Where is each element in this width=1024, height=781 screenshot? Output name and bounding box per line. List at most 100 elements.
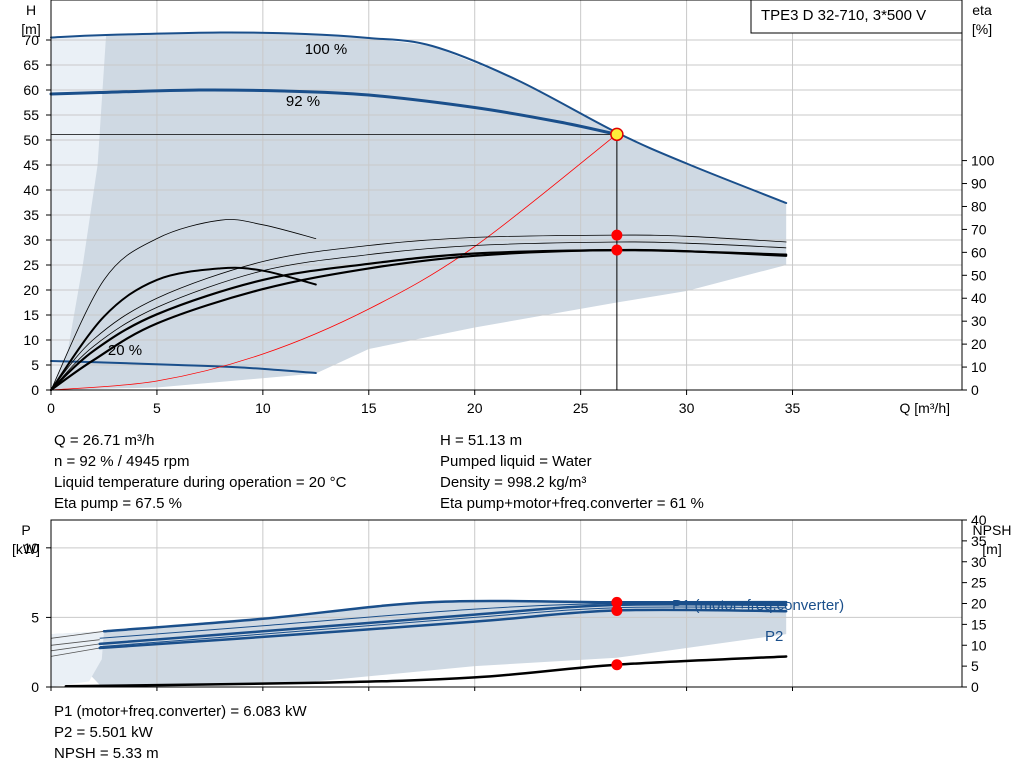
info-flow: Q = 26.71 m³/h <box>54 432 155 449</box>
flow-axis-title: Q [m³/h] <box>899 400 950 416</box>
y-tick-label: 35 <box>23 207 39 223</box>
npsh-tick-label: 5 <box>971 658 979 674</box>
npsh-point <box>611 659 623 671</box>
info-eta-total: Eta pump+motor+freq.converter = 61 % <box>440 495 704 512</box>
eta-tick-label: 20 <box>971 336 987 352</box>
y-tick-label: 45 <box>23 157 39 173</box>
head-axis-title-line2: [m] <box>21 21 40 37</box>
x-tick-label: 20 <box>467 400 483 416</box>
head-curve <box>50 360 317 374</box>
power-curve-thin <box>99 602 787 639</box>
eta-pump-point <box>611 229 623 241</box>
npsh-tick-label: 0 <box>971 679 979 695</box>
p1-curve <box>102 599 788 633</box>
npsh-axis-title-line1: NPSH <box>973 522 1012 538</box>
y-tick-label: 5 <box>31 357 39 373</box>
power-chart: 0 5 10 0 5 10 15 20 25 30 35 40 P [kW] NPSH [m] P1 … <box>12 512 1011 695</box>
eta-tick-label: 0 <box>971 382 979 398</box>
eta-tick-label: 60 <box>971 244 987 260</box>
p2-point <box>611 604 623 616</box>
y-tick-label: 40 <box>23 182 39 198</box>
efficiency-curve <box>50 219 317 391</box>
npsh-tick-label: 20 <box>971 596 987 612</box>
npsh-axis-title-line2: [m] <box>982 541 1001 557</box>
low-flow-region <box>51 35 107 390</box>
eta-tick-label: 80 <box>971 198 987 214</box>
y-tick-label: 20 <box>23 282 39 298</box>
power-y-tick-label: 0 <box>31 679 39 695</box>
x-tick-label: 0 <box>47 400 55 416</box>
y-tick-label: 55 <box>23 107 39 123</box>
info-eta-pump: Eta pump = 67.5 % <box>54 495 182 512</box>
eta-axis-title-line1: eta <box>972 2 992 18</box>
efficiency-curve <box>50 241 787 391</box>
eta-tick-label: 40 <box>971 290 987 306</box>
info-p1: P1 (motor+freq.converter) = 6.083 kW <box>54 703 307 720</box>
info-head: H = 51.13 m <box>440 432 523 449</box>
duty-point <box>610 127 624 142</box>
curve-label-100: 100 % <box>305 41 348 58</box>
y-tick-label: 65 <box>23 57 39 73</box>
head-chart: 0 5 10 15 20 25 30 35 0 5 10 15 20 25 30 35 40 45 50 55 60 65… <box>21 0 995 416</box>
y-tick-label: 15 <box>23 307 39 323</box>
info-liquid-temperature: Liquid temperature during operation = 20… <box>54 474 347 491</box>
eta-tick-label: 10 <box>971 359 987 375</box>
efficiency-curve <box>50 234 787 391</box>
y-tick-label: 70 <box>23 32 39 48</box>
power-curve-thin <box>99 606 787 648</box>
y-tick-label: 10 <box>23 332 39 348</box>
info-pumped-liquid: Pumped liquid = Water <box>440 453 592 470</box>
head-chart-frame <box>50 0 963 391</box>
npsh-curve <box>64 655 788 688</box>
power-extension-line <box>50 639 100 646</box>
npsh-tick-label: 25 <box>971 575 987 591</box>
chart-title-box <box>750 0 963 34</box>
power-axis-title-line2: [kW] <box>12 541 40 557</box>
info-npsh: NPSH = 5.33 m <box>54 745 159 762</box>
x-tick-label: 5 <box>153 400 161 416</box>
eta-axis-title-line2: [%] <box>972 21 992 37</box>
npsh-tick-label: 35 <box>971 533 987 549</box>
power-axis-title-line1: P <box>21 522 30 538</box>
x-tick-label: 15 <box>361 400 377 416</box>
eta-tick-label: 30 <box>971 313 987 329</box>
power-region <box>51 602 787 687</box>
p2-curve-label: P2 <box>765 628 783 645</box>
power-extension-line <box>50 647 100 657</box>
npsh-tick-label: 30 <box>971 554 987 570</box>
x-tick-label: 35 <box>785 400 801 416</box>
p2-curve <box>98 608 788 650</box>
info-density: Density = 998.2 kg/m³ <box>440 474 587 491</box>
p2-curve <box>98 602 788 646</box>
power-y-tick-label: 10 <box>23 540 39 556</box>
system-curve <box>50 133 618 391</box>
y-tick-label: 25 <box>23 257 39 273</box>
head-curve <box>49 88 619 136</box>
eta-tick-label: 70 <box>971 221 987 237</box>
eta-tick-label: 90 <box>971 176 987 192</box>
chart-title: TPE3 D 32-710, 3*500 V <box>761 7 926 24</box>
eta-total-point <box>611 244 623 256</box>
p1-point <box>611 596 623 608</box>
curve-label-92: 92 % <box>286 93 320 110</box>
power-info: P1 (motor+freq.converter) = 6.083 kW P2 … <box>54 701 307 764</box>
p1-curve-label: P1 (motor+freq.converter) <box>672 597 844 614</box>
power-extension-line <box>50 630 105 639</box>
info-p2: P2 = 5.501 kW <box>54 724 153 741</box>
y-tick-label: 30 <box>23 232 39 248</box>
x-tick-label: 30 <box>679 400 695 416</box>
npsh-tick-label: 10 <box>971 637 987 653</box>
info-speed: n = 92 % / 4945 rpm <box>54 453 190 470</box>
operating-info-right: H = 51.13 m Pumped liquid = Water Densit… <box>440 430 704 514</box>
eta-tick-label: 50 <box>971 267 987 283</box>
operating-info-left: Q = 26.71 m³/h n = 92 % / 4945 rpm Liqui… <box>54 430 346 514</box>
npsh-tick-label: 15 <box>971 616 987 632</box>
eta-tick-label: 100 <box>971 153 995 169</box>
x-tick-label: 10 <box>255 400 271 416</box>
head-axis-title-line1: H <box>26 2 36 18</box>
npsh-tick-label: 40 <box>971 512 987 528</box>
power-y-tick-label: 5 <box>31 609 39 625</box>
head-curve <box>50 31 788 204</box>
power-extension-line <box>50 643 100 652</box>
